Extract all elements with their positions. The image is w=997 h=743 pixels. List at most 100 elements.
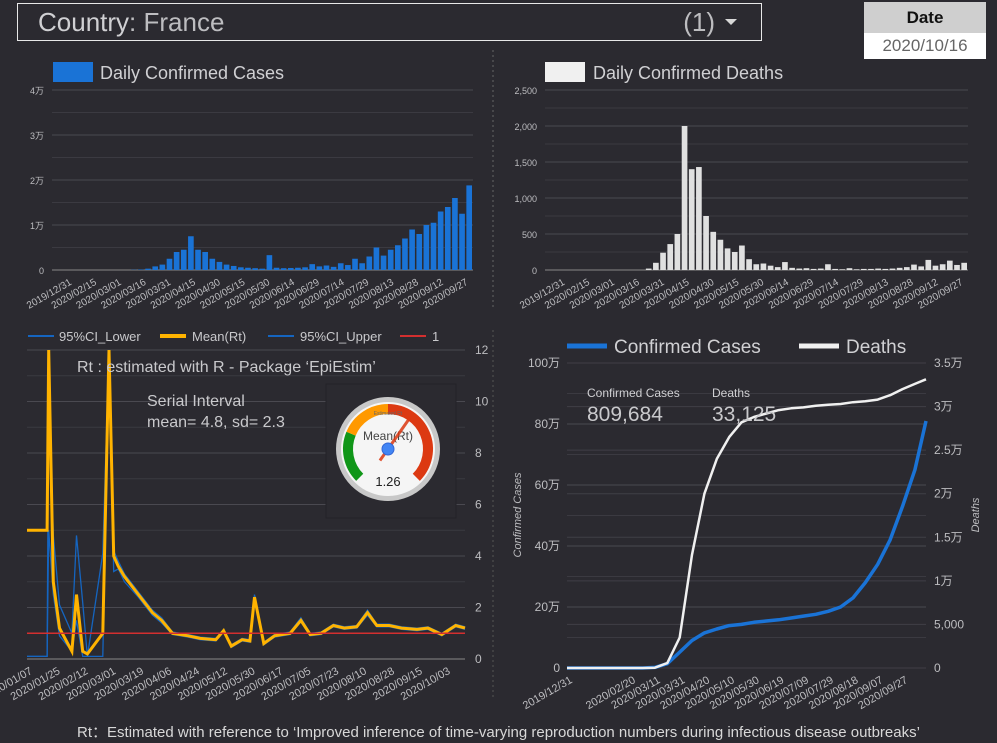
y-tick-label: 12 bbox=[475, 343, 489, 357]
bar bbox=[302, 267, 308, 270]
bar bbox=[932, 265, 939, 270]
bar bbox=[710, 231, 717, 270]
bar bbox=[223, 264, 230, 270]
bar bbox=[387, 249, 394, 270]
bar bbox=[660, 252, 666, 270]
bar bbox=[409, 229, 415, 270]
bar bbox=[180, 249, 187, 270]
bar bbox=[416, 234, 423, 270]
bar bbox=[309, 264, 316, 270]
gauge-value: 1.26 bbox=[375, 474, 400, 489]
bar bbox=[266, 255, 273, 270]
y-left-tick-label: 80万 bbox=[535, 417, 560, 431]
bar bbox=[423, 225, 430, 270]
gauge-band bbox=[343, 431, 364, 481]
legend-ci-upper: 95%CI_Upper bbox=[300, 329, 382, 344]
rt-gauge: Estimated Rt Mean(Rt) 1.26 bbox=[325, 383, 457, 519]
bar bbox=[889, 268, 896, 270]
bar bbox=[166, 258, 173, 270]
bar bbox=[760, 263, 767, 270]
bar bbox=[796, 268, 803, 270]
bar bbox=[810, 268, 817, 270]
y-right-tick-label: 1.5万 bbox=[934, 530, 963, 544]
bar bbox=[259, 268, 266, 270]
gauge-band bbox=[387, 404, 433, 481]
bar bbox=[245, 267, 251, 270]
bar bbox=[753, 264, 760, 270]
y-left-tick-label: 20万 bbox=[535, 600, 560, 614]
bar bbox=[882, 268, 889, 270]
bar bbox=[746, 259, 752, 270]
bar bbox=[373, 247, 380, 270]
bar bbox=[653, 262, 659, 270]
y-tick-label: 2万 bbox=[30, 176, 44, 186]
bar bbox=[280, 268, 287, 270]
bar bbox=[359, 263, 365, 270]
y-tick-label: 0 bbox=[39, 266, 44, 276]
bar bbox=[918, 266, 924, 270]
serial-interval-label: Serial Interval bbox=[147, 393, 245, 410]
country-filter-value: France bbox=[143, 6, 225, 37]
date-control[interactable]: Date 2020/10/16 bbox=[864, 2, 986, 59]
y-tick-label: 3万 bbox=[30, 131, 44, 141]
bar bbox=[366, 256, 373, 270]
y-right-tick-label: 1万 bbox=[934, 574, 953, 588]
y-right-tick-label: 5,000 bbox=[934, 617, 964, 631]
y-tick-label: 10 bbox=[475, 395, 489, 409]
bar bbox=[703, 216, 709, 270]
y-right-tick-label: 2.5万 bbox=[934, 443, 963, 457]
bar bbox=[402, 238, 408, 270]
bar bbox=[444, 207, 451, 270]
bar bbox=[152, 266, 159, 270]
x-tick-label: 2019/12/31 bbox=[521, 674, 575, 712]
bar bbox=[903, 267, 910, 270]
bar bbox=[839, 269, 846, 270]
line-deaths bbox=[567, 378, 927, 670]
gauge-hub bbox=[381, 442, 395, 456]
serial-interval-values: mean= 4.8, sd= 2.3 bbox=[147, 414, 285, 431]
y-right-tick-label: 3万 bbox=[934, 400, 953, 414]
bar bbox=[452, 198, 458, 270]
bar bbox=[681, 126, 688, 270]
scorecard-cases-value: 809,684 bbox=[587, 403, 663, 426]
bar bbox=[860, 268, 867, 270]
bar bbox=[273, 267, 280, 270]
bar bbox=[202, 252, 208, 270]
selection-count: (1) bbox=[683, 6, 715, 37]
bar bbox=[437, 211, 444, 270]
y-left-tick-label: 0 bbox=[553, 661, 560, 675]
bar bbox=[817, 268, 824, 270]
bar bbox=[825, 264, 831, 270]
country-filter-label: Country bbox=[38, 6, 130, 37]
bar bbox=[230, 265, 237, 270]
scorecard-deaths-value: 33,125 bbox=[712, 403, 776, 426]
legend-threshold: 1 bbox=[432, 329, 439, 344]
bar bbox=[323, 265, 330, 270]
bar bbox=[345, 265, 351, 270]
bar bbox=[667, 244, 674, 270]
bar bbox=[939, 264, 946, 270]
country-filter-dropdown[interactable]: Country: France (1) bbox=[17, 3, 762, 41]
y-tick-label: 1,000 bbox=[514, 194, 537, 204]
y-tick-label: 0 bbox=[475, 652, 482, 666]
bar bbox=[739, 245, 745, 270]
bar bbox=[287, 267, 294, 270]
y-tick-label: 2 bbox=[475, 601, 482, 615]
legend-confirmed-cases: Confirmed Cases bbox=[614, 337, 761, 358]
date-value[interactable]: 2020/10/16 bbox=[882, 36, 968, 55]
bar bbox=[380, 255, 387, 270]
bar bbox=[954, 264, 960, 270]
bar bbox=[395, 245, 401, 270]
colon: : bbox=[129, 6, 144, 37]
bar bbox=[846, 268, 853, 270]
y-left-tick-label: 40万 bbox=[535, 539, 560, 553]
daily-deaths-chart: 05001,0001,5002,0002,5002019/12/312020/0… bbox=[514, 86, 968, 312]
y-tick-label: 500 bbox=[522, 230, 537, 240]
legend-swatch-cases bbox=[53, 62, 93, 82]
y-tick-label: 1,500 bbox=[514, 158, 537, 168]
y-tick-label: 1万 bbox=[30, 221, 44, 231]
chevron-down-icon[interactable] bbox=[725, 19, 737, 25]
bar bbox=[145, 268, 151, 270]
bar bbox=[674, 234, 681, 270]
bar bbox=[731, 252, 738, 270]
